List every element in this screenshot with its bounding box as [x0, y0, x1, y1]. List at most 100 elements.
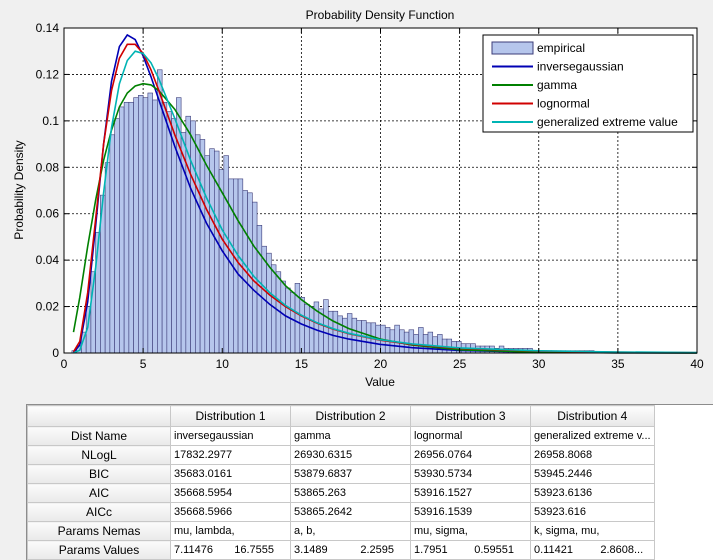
table-cell[interactable]: 26958.8068: [530, 445, 655, 465]
x-tick-label: 5: [140, 357, 147, 371]
cell-value: 35683.0161: [174, 468, 233, 480]
cell-value: mu, sigma,: [414, 525, 468, 537]
table-cell[interactable]: 53865.263: [290, 483, 411, 503]
table-cell[interactable]: 1.7951 0.59551: [410, 540, 531, 560]
cell-value: 53945.2446: [534, 468, 593, 480]
histogram-bar: [332, 310, 339, 354]
row-header[interactable]: AICc: [27, 502, 171, 522]
histogram-bar: [280, 280, 286, 354]
table-cell[interactable]: 7.11476 16.7555: [170, 540, 291, 560]
y-tick-label: 0.04: [36, 253, 60, 267]
row-header[interactable]: Params Nemas: [27, 521, 171, 541]
table-row: BIC 35683.0161 53879.6837 53930.5734 53945.2…: [27, 464, 655, 484]
histogram-bar: [327, 310, 334, 354]
histogram-bar: [109, 134, 115, 354]
table-row: Params Values 7.11476 16.7555 3.1489 2.2595 1…: [27, 540, 655, 560]
y-tick-label: 0.12: [36, 67, 60, 81]
series-line-inversegaussian: [72, 33, 698, 354]
chart-title: Probability Density Function: [306, 8, 455, 22]
table-cell[interactable]: 3.1489 2.2595: [290, 540, 411, 560]
cell-value: 53865.2642: [294, 506, 353, 518]
histogram-bar: [152, 99, 158, 354]
histogram-bar: [256, 225, 263, 354]
table-cell[interactable]: 53879.6837: [290, 464, 411, 484]
column-header[interactable]: Distribution 3: [410, 405, 531, 427]
cell-value: gamma: [294, 430, 331, 442]
table-cell[interactable]: generalized extreme v...: [530, 426, 655, 446]
histogram-bar: [437, 334, 443, 354]
cell-value: 2.2595: [360, 544, 394, 556]
cell-value: lognormal: [414, 430, 463, 442]
x-tick-label: 25: [453, 357, 467, 371]
table-cell[interactable]: 26956.0764: [410, 445, 531, 465]
histogram-bar: [119, 106, 125, 354]
series-line-generalized-extreme-value: [73, 50, 698, 354]
legend-swatch: [491, 41, 534, 55]
table-cell[interactable]: 0.11421 2.8608...: [530, 540, 655, 560]
histogram-bar: [446, 338, 453, 354]
table-cell[interactable]: 53865.2642: [290, 502, 411, 522]
histogram-bar: [432, 336, 438, 354]
histogram-bar: [427, 331, 434, 354]
row-header[interactable]: NLogL: [27, 445, 171, 465]
row-header[interactable]: AIC: [27, 483, 171, 503]
table-row: NLogL 17832.2977 26930.6315 26956.0764 26958…: [27, 445, 655, 465]
table-cell[interactable]: lognormal: [410, 426, 531, 446]
table-cell[interactable]: 17832.2977: [170, 445, 291, 465]
row-header[interactable]: Dist Name: [27, 426, 171, 446]
row-header[interactable]: Params Values: [27, 540, 171, 560]
table-cell[interactable]: 53923.616: [530, 502, 655, 522]
cell-value: mu, lambda,: [174, 525, 235, 537]
table-cell[interactable]: 53930.5734: [410, 464, 531, 484]
statistics-table: Distribution 1 Distribution 2 Distributi…: [27, 405, 655, 560]
column-header[interactable]: Distribution 2: [290, 405, 411, 427]
histogram-bar: [142, 97, 149, 354]
table-header-row: Distribution 1 Distribution 2 Distributi…: [27, 405, 655, 427]
legend-label: lognormal: [537, 97, 590, 111]
row-header[interactable]: BIC: [27, 464, 171, 484]
histogram-bar: [104, 162, 111, 354]
histogram-bar: [199, 139, 206, 354]
histogram-bar: [138, 95, 144, 354]
column-header[interactable]: Distribution 4: [530, 405, 655, 427]
table-cell[interactable]: 35668.5954: [170, 483, 291, 503]
table-cell[interactable]: 53923.6136: [530, 483, 655, 503]
cell-value: 3.1489: [294, 544, 328, 556]
table-cell[interactable]: k, sigma, mu,: [530, 521, 655, 541]
histogram-bar: [190, 120, 196, 354]
histogram-bar: [308, 306, 315, 354]
table-corner: [27, 405, 171, 427]
cell-value: 53923.616: [534, 506, 586, 518]
table-row: AICc 35668.5966 53865.2642 53916.1539 53923.…: [27, 502, 655, 522]
table-cell[interactable]: inversegaussian: [170, 426, 291, 446]
column-header[interactable]: Distribution 1: [170, 405, 291, 427]
histogram-bar: [408, 329, 415, 354]
table-cell[interactable]: 35668.5966: [170, 502, 291, 522]
table-cell[interactable]: gamma: [290, 426, 411, 446]
table-cell[interactable]: 53916.1539: [410, 502, 531, 522]
cell-value: 0.59551: [474, 544, 514, 556]
cell-value: 26958.8068: [534, 449, 593, 461]
histogram-bar: [147, 92, 153, 354]
y-tick-label: 0.1: [42, 114, 59, 128]
cell-value: 35668.5966: [174, 506, 233, 518]
cell-value: a, b,: [294, 525, 316, 537]
x-tick-label: 30: [532, 357, 546, 371]
table-cell[interactable]: a, b,: [290, 521, 411, 541]
histogram-bar: [337, 315, 343, 354]
table-cell[interactable]: 53916.1527: [410, 483, 531, 503]
cell-value: 26930.6315: [294, 449, 353, 461]
histogram-bar: [176, 97, 182, 354]
cell-value: inversegaussian: [174, 430, 254, 442]
table-cell[interactable]: mu, lambda,: [170, 521, 291, 541]
table-cell[interactable]: 26930.6315: [290, 445, 411, 465]
cell-value: 1.7951: [414, 544, 448, 556]
table-cell[interactable]: 35683.0161: [170, 464, 291, 484]
table-cell[interactable]: mu, sigma,: [410, 521, 531, 541]
x-tick-label: 20: [374, 357, 388, 371]
histogram-bar: [161, 101, 168, 354]
histogram-bar: [123, 101, 130, 354]
y-tick-label: 0.06: [36, 207, 60, 221]
table-cell[interactable]: 53945.2446: [530, 464, 655, 484]
histogram-bar: [233, 178, 239, 354]
